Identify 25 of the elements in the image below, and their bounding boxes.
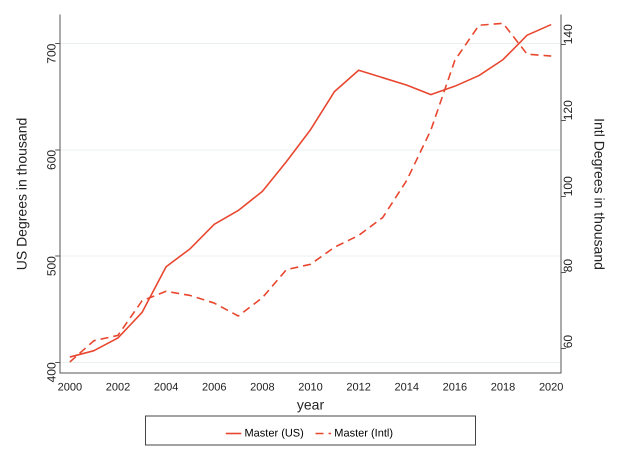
- legend-label: Master (US): [244, 428, 304, 440]
- y2-tick-label: 140: [561, 24, 576, 44]
- x-tick-label: 2010: [298, 382, 323, 394]
- x-tick-label: 2000: [58, 382, 82, 394]
- y2-tick-label: 120: [561, 100, 576, 120]
- x-tick-label: 2012: [346, 382, 371, 394]
- x-tick-label: 2006: [202, 382, 226, 394]
- x-axis-title: year: [296, 396, 324, 412]
- y-tick-label: 600: [44, 150, 59, 170]
- x-tick-label: 2004: [154, 382, 178, 394]
- x-tick-label: 2008: [250, 382, 275, 394]
- x-tick-label: 2020: [538, 382, 564, 394]
- legend-label: Master (Intl): [334, 428, 393, 440]
- y2-tick-label: 80: [561, 258, 576, 272]
- x-tick-label: 2016: [442, 382, 468, 394]
- y2-tick-label: 100: [561, 176, 576, 196]
- y2-tick-label: 60: [561, 334, 576, 348]
- x-tick-label: 2014: [394, 382, 420, 394]
- y-axis-title: US Degrees in thousand: [13, 118, 30, 270]
- x-tick-label: 2002: [106, 382, 130, 394]
- y-tick-label: 700: [44, 43, 59, 64]
- x-tick-label: 2018: [490, 382, 516, 394]
- y2-axis-title: Intl Degrees in thousand: [592, 118, 608, 270]
- y-tick-label: 500: [44, 256, 59, 276]
- y-tick-label: 400: [44, 362, 59, 382]
